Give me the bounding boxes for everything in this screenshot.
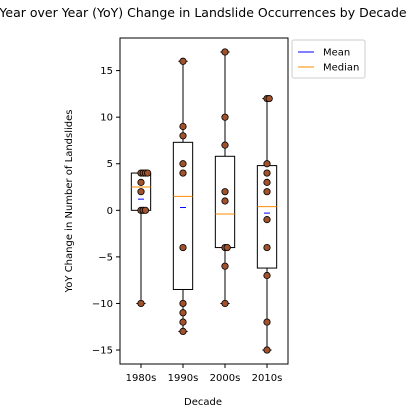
y-tick-label: −10 [92,299,113,310]
data-point [221,197,229,205]
box-2000s [214,51,236,304]
data-point [179,122,187,131]
data-point [221,299,229,308]
data-points [137,48,273,354]
y-tick-label: 10 [100,113,113,124]
data-point [263,178,271,186]
data-point [179,318,187,326]
chart-title: Year over Year (YoY) Change in Landslide… [0,5,406,20]
x-tick-label-1990s: 1990s [168,373,199,384]
legend-frame [291,39,366,79]
data-point [263,243,271,252]
legend: Mean Median [291,39,366,79]
data-point [221,262,229,270]
data-point [263,160,271,168]
data-point [223,243,231,252]
box-2010s [256,98,278,351]
data-point [179,309,187,317]
y-axis: −15 −10 −5 0 5 10 15 [92,66,120,357]
data-point [144,169,152,177]
data-point [179,243,187,252]
data-point [141,206,149,214]
data-point [221,48,229,56]
data-point [137,299,145,308]
data-point [263,169,271,177]
y-tick-label: −5 [98,252,113,263]
data-point [179,169,187,177]
x-tick-label-1980s: 1980s [126,373,157,384]
data-point [263,271,271,280]
legend-mean-label: Mean [323,48,350,59]
data-point [179,57,187,65]
x-axis: 1980s 1990s 2000s 2010s [126,364,283,384]
y-axis-label: YoY Change in Number of Landslides [64,110,75,294]
iqr-box [172,141,194,290]
x-tick-label-2000s: 2000s [210,373,241,384]
x-tick-label-2010s: 2010s [252,373,283,384]
legend-median-label: Median [323,63,359,74]
data-point [179,327,187,335]
data-point [265,94,273,103]
data-point [263,346,271,354]
data-point [137,178,145,186]
data-point [179,299,187,308]
box-1990s [172,60,194,332]
data-point [263,318,271,326]
data-point [221,113,229,121]
data-point [221,141,229,149]
y-tick-label: −15 [92,346,113,357]
data-point [263,216,271,224]
data-point [137,188,145,196]
data-point [179,132,187,140]
box-series [130,51,278,351]
x-axis-label: Decade [184,397,222,408]
data-point [263,188,271,196]
data-point [179,160,187,168]
y-tick-label: 5 [107,159,113,170]
data-point [221,188,229,196]
y-tick-label: 0 [107,206,113,217]
y-tick-label: 15 [100,66,113,77]
plot-area [119,37,289,365]
